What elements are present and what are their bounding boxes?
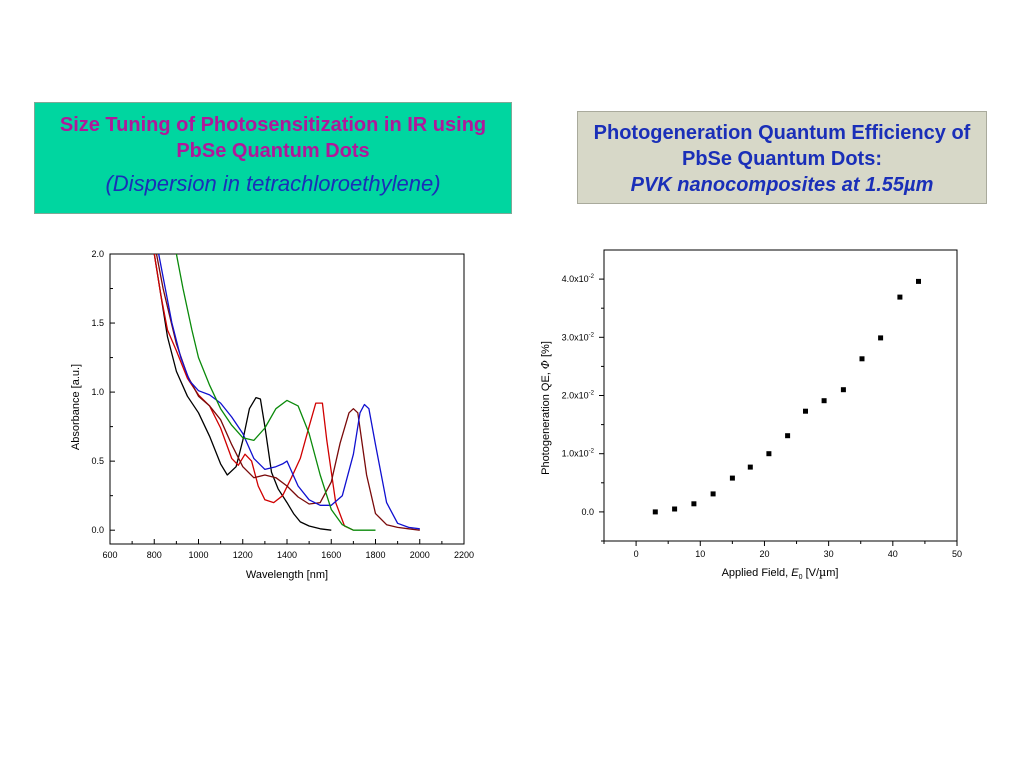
qe-x-tick-label: 0	[634, 549, 639, 559]
absorbance-y-tick-label: 1.0	[91, 387, 104, 397]
qe-ticks: 0 10 20 30 40 50 0.0 1.0x10-2 2.0x10-2 3.0x10-2 4.…	[562, 274, 962, 559]
qe-data-point	[652, 509, 658, 515]
qe-y-tick-label: 2.0x10-2	[562, 391, 595, 401]
qe-data-point	[859, 356, 865, 362]
left-title-box: Size Tuning of Photosensitization in IR …	[34, 102, 512, 214]
qe-data-point	[710, 491, 716, 497]
qe-data-point	[747, 464, 753, 470]
qe-data-point	[729, 475, 735, 481]
qe-data-point	[803, 408, 808, 414]
qe-y-axis-label: Photogeneration QE, Φ [%]	[539, 341, 552, 475]
qe-data-point	[878, 335, 884, 341]
absorbance-y-tick-label: 1.5	[91, 318, 104, 328]
right-subtitle: PVK nanocomposites at 1.55µm	[630, 174, 934, 196]
absorbance-series-line-2	[153, 253, 354, 531]
qe-data-point	[691, 501, 697, 507]
qe-y-tick-label: 1.0x10-2	[562, 449, 595, 459]
qe-x-tick-label: 10	[695, 549, 705, 559]
qe-data-point	[821, 398, 827, 404]
absorbance-x-tick-label: 1400	[277, 550, 297, 560]
absorbance-series-line-5	[175, 253, 376, 531]
qe-chart: 0 10 20 30 40 50 0.0 1.0x10-2 2.0x10-2 3.0x10-2 4.…	[539, 249, 962, 581]
qe-y-tick-label: 0.0	[581, 507, 594, 517]
absorbance-x-tick-label: 2200	[454, 550, 474, 560]
qe-x-tick-label: 30	[824, 549, 834, 559]
right-title: Photogeneration Quantum Efficiency of Pb…	[593, 122, 971, 170]
absorbance-x-axis-label: Wavelength [nm]	[246, 569, 328, 581]
qe-data-point	[897, 294, 903, 300]
qe-x-tick-label: 20	[759, 549, 769, 559]
qe-x-tick-label: 50	[952, 549, 962, 559]
absorbance-chart: 600 800 1000 1200 1400 1600 1800 2000 2200 0.0 0.5…	[70, 249, 474, 581]
absorbance-y-tick-label: 0.5	[91, 456, 104, 466]
qe-plot-frame	[603, 249, 958, 542]
absorbance-x-tick-label: 1000	[188, 550, 208, 560]
qe-data-point	[840, 387, 846, 393]
qe-data-point	[785, 433, 791, 439]
absorbance-y-axis-label: Absorbance [a.u.]	[70, 364, 82, 450]
absorbance-x-tick-label: 1600	[321, 550, 341, 560]
qe-data-point	[672, 506, 678, 512]
absorbance-series-line-3	[155, 253, 420, 531]
absorbance-x-tick-label: 600	[102, 550, 117, 560]
qe-y-tick-label: 3.0x10-2	[562, 332, 595, 342]
absorbance-x-tick-label: 1800	[365, 550, 385, 560]
absorbance-ticks: 600 800 1000 1200 1400 1600 1800 2000 2200 0.0 0.5…	[91, 249, 474, 560]
absorbance-series-line-1	[153, 253, 332, 531]
absorbance-y-tick-label: 0.0	[91, 525, 104, 535]
absorbance-x-tick-label: 1200	[233, 550, 253, 560]
qe-x-tick-label: 40	[888, 549, 898, 559]
qe-y-tick-label: 4.0x10-2	[562, 274, 595, 284]
absorbance-plot-frame	[109, 253, 465, 545]
absorbance-x-tick-label: 800	[147, 550, 162, 560]
left-subtitle: (Dispersion in tetrachloroethylene)	[105, 171, 441, 196]
right-title-box: Photogeneration Quantum Efficiency of Pb…	[577, 111, 987, 204]
qe-points	[652, 278, 921, 515]
qe-x-axis-label: Applied Field, E0 [V/µm]	[722, 566, 839, 581]
absorbance-lines	[153, 253, 420, 531]
absorbance-x-tick-label: 2000	[410, 550, 430, 560]
qe-data-point	[916, 278, 921, 284]
absorbance-series-line-4	[158, 253, 420, 530]
qe-data-point	[766, 451, 772, 457]
left-title: Size Tuning of Photosensitization in IR …	[59, 114, 487, 162]
absorbance-y-tick-label: 2.0	[91, 249, 104, 259]
